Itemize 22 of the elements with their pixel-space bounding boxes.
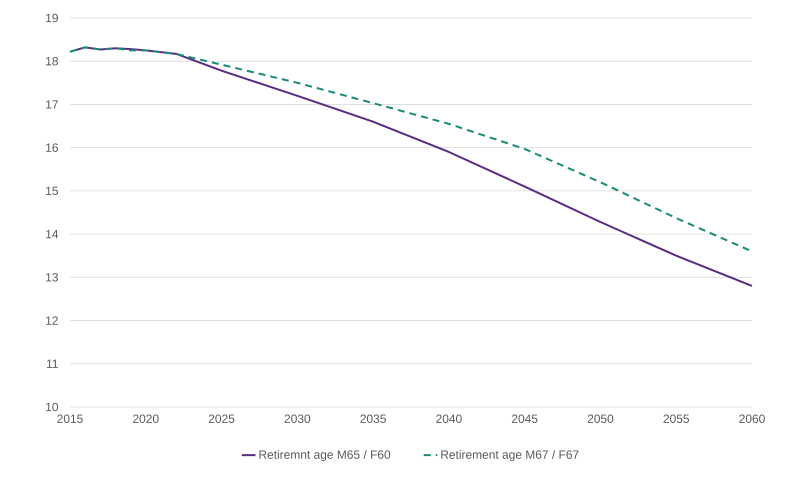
legend-label: Retiremnt age M65 / F60 — [259, 450, 390, 462]
x-tick-label: 2040 — [436, 414, 462, 423]
y-tick-label: 11 — [46, 360, 58, 368]
y-tick-label: 18 — [46, 56, 58, 66]
y-tick-label: 16 — [46, 143, 58, 152]
x-tick-label: 2060 — [739, 414, 765, 423]
y-tick-label: 13 — [46, 273, 58, 282]
y-tick-label: 15 — [46, 186, 58, 196]
y-tick-label: 10 — [46, 402, 58, 412]
x-tick-label: 2015 — [57, 414, 83, 423]
y-tick-label: 14 — [46, 230, 58, 238]
x-tick-label: 2025 — [208, 414, 234, 423]
y-tick-label: 17 — [46, 100, 58, 109]
x-tick-label: 2030 — [284, 414, 310, 423]
y-tick-label: 19 — [46, 14, 58, 22]
legend-label: Retirement age M67 / F67 — [441, 450, 579, 462]
x-tick-label: 2020 — [133, 414, 159, 423]
y-tick-label: 12 — [46, 316, 58, 325]
x-tick-label: 2045 — [512, 414, 538, 423]
x-tick-label: 2050 — [588, 414, 614, 423]
x-tick-label: 2055 — [664, 414, 690, 423]
x-tick-label: 2035 — [360, 414, 386, 423]
